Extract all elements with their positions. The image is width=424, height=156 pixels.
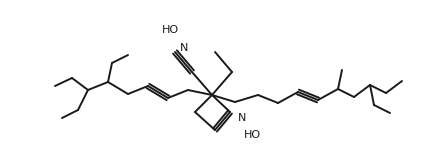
Text: N: N (180, 43, 188, 53)
Text: N: N (238, 113, 246, 123)
Text: HO: HO (162, 25, 179, 35)
Text: HO: HO (243, 130, 261, 140)
